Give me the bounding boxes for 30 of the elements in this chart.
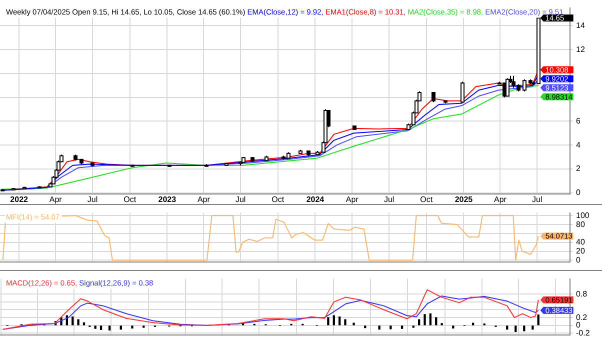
x-tick-label: Apr <box>346 195 359 204</box>
y-tick-label: 6 <box>576 116 581 126</box>
y-tick-label: 0 <box>576 188 581 198</box>
x-tick-label: 2024 <box>306 195 325 204</box>
y-tick-label: 4 <box>576 140 581 150</box>
y-tick-label: 0 <box>576 255 581 264</box>
y-tick-label: 0.8 <box>576 289 588 298</box>
x-tick-label: Apr <box>197 195 210 204</box>
x-tick-label: Apr <box>494 195 507 204</box>
y-tick-label: 12 <box>576 44 586 54</box>
x-tick-label: Oct <box>272 195 285 204</box>
y-tick-label: 40 <box>576 238 586 247</box>
y-tick-label: 100 <box>576 210 590 220</box>
y-tick-label: 20 <box>576 246 586 256</box>
x-tick-label: 2023 <box>158 195 177 204</box>
x-tick-label: Jul <box>532 195 542 204</box>
y-tick-label: 0 <box>576 320 581 330</box>
y-tick-label: 2 <box>576 164 581 174</box>
y-tick-label: 14 <box>576 20 586 30</box>
y-tick-label: -0.2 <box>576 328 590 338</box>
x-tick-label: Oct <box>124 195 137 204</box>
y-tick-label: 80 <box>576 220 586 229</box>
x-tick-label: Jul <box>87 195 98 204</box>
y-tick-label: 0.2 <box>576 312 588 322</box>
x-tick-label: Oct <box>420 195 434 204</box>
x-tick-label: 2025 <box>454 195 474 204</box>
x-tick-label: Apr <box>49 195 62 204</box>
x-tick-label: Jul <box>384 195 394 204</box>
x-tick-label: Jul <box>235 195 246 204</box>
x-tick-label: 2022 <box>10 195 29 204</box>
